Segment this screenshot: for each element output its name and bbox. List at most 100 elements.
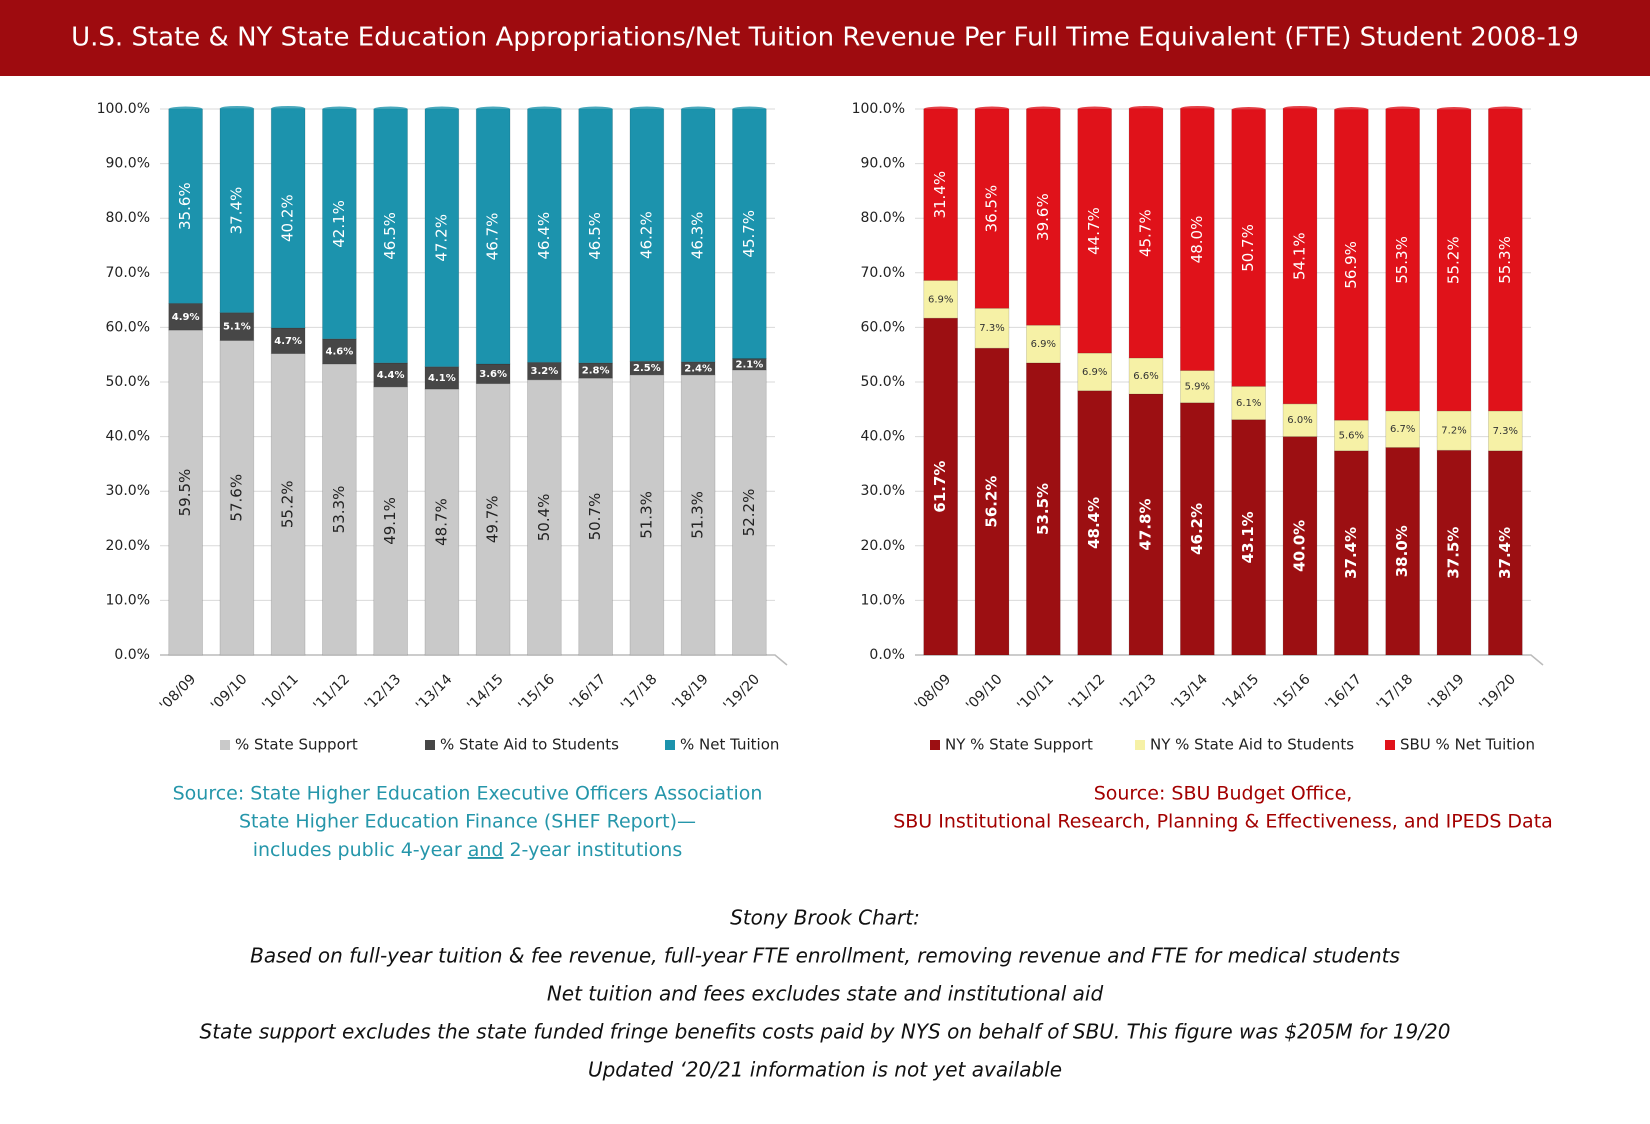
legend-swatch (220, 740, 230, 750)
y-tick-label: 90.0% (106, 156, 150, 172)
bar-cap (1231, 107, 1266, 113)
y-tick-label: 40.0% (106, 429, 150, 445)
data-label: 61.7% (931, 461, 949, 513)
source-text-part: includes public 4-year (253, 839, 462, 861)
data-label: 47.2% (432, 214, 450, 262)
footnote: Based on full-year tuition & fee revenue… (250, 944, 1400, 968)
data-label: 49.1% (381, 497, 399, 545)
data-label: 2.1% (736, 359, 764, 370)
data-label: 6.6% (1133, 371, 1158, 382)
data-label: 55.3% (1496, 236, 1514, 284)
bar-segment (923, 280, 959, 319)
data-label: 7.3% (1493, 426, 1518, 437)
bar-segment (1487, 410, 1523, 452)
data-label: 5.6% (1339, 431, 1364, 442)
footnote: Net tuition and fees excludes state and … (547, 982, 1104, 1006)
data-label: 55.3% (1393, 236, 1411, 284)
data-label: 35.6% (176, 182, 194, 230)
bar-segment (1436, 109, 1472, 412)
bar-segment (1077, 352, 1113, 392)
data-label: 36.5% (983, 185, 1001, 233)
bar-cap (219, 105, 254, 111)
bar-segment (732, 369, 767, 656)
legend-label: SBU % Net Tuition (1400, 736, 1535, 754)
data-label: 7.3% (979, 323, 1004, 334)
data-label: 50.7% (586, 493, 604, 541)
bar-cap (271, 105, 306, 111)
source-text: State Higher Education Finance (SHEF Rep… (239, 811, 696, 833)
bar-segment (219, 312, 255, 341)
header-band (0, 0, 1650, 76)
data-label: 46.4% (535, 212, 553, 260)
x-tick-label: '12/13 (362, 671, 405, 714)
legend-label: NY % State Support (945, 736, 1093, 754)
page-title: U.S. State & NY State Education Appropri… (71, 23, 1579, 53)
data-label: 53.3% (330, 486, 348, 534)
data-label: 59.5% (176, 469, 194, 517)
y-tick-label: 50.0% (106, 374, 150, 390)
data-label: 53.5% (1034, 483, 1052, 535)
data-label: 6.9% (928, 294, 953, 305)
bar-segment (1231, 385, 1267, 421)
x-tick-label: '19/20 (1476, 671, 1519, 714)
bar-segment (322, 108, 357, 340)
data-label: 48.0% (1188, 216, 1206, 264)
bar-segment (373, 108, 408, 364)
data-label: 48.7% (432, 498, 450, 546)
x-tick-label: '09/10 (963, 671, 1006, 714)
source-text: Source: State Higher Education Executive… (173, 783, 763, 805)
data-label: 49.7% (484, 495, 502, 543)
y-tick-label: 10.0% (106, 592, 150, 608)
legend-swatch (1385, 740, 1395, 750)
bar-cap (681, 106, 716, 112)
bar-cap (578, 106, 613, 112)
y-tick-label: 70.0% (106, 265, 150, 281)
data-label: 45.7% (740, 210, 758, 258)
x-tick-label: '19/20 (720, 671, 763, 714)
bar-segment (974, 307, 1010, 349)
data-label: 46.5% (586, 212, 604, 260)
y-tick-label: 90.0% (861, 156, 905, 172)
data-label: 55.2% (1445, 236, 1463, 284)
bar-segment (629, 108, 665, 362)
y-tick-label: 60.0% (861, 319, 905, 335)
data-label: 54.1% (1291, 232, 1309, 280)
bar-cap (1026, 106, 1061, 112)
data-label: 4.1% (428, 373, 456, 384)
bar-segment (1128, 108, 1164, 359)
bar-segment (168, 108, 203, 304)
bar-cap (373, 106, 408, 112)
bar-cap (322, 106, 357, 112)
data-label: 6.9% (1031, 339, 1056, 350)
data-label: 40.2% (279, 194, 297, 242)
data-label: 40.0% (1291, 520, 1309, 572)
bar-segment (923, 108, 959, 281)
legend-label: % Net Tuition (680, 736, 779, 754)
bar-segment (527, 379, 562, 656)
data-label: 3.2% (531, 366, 559, 377)
bar-segment (1487, 108, 1523, 412)
x-tick-label: '08/09 (912, 671, 955, 714)
bar-segment (732, 108, 767, 359)
legend-swatch (1135, 740, 1145, 750)
x-tick-label: '11/12 (310, 671, 353, 714)
y-tick-label: 0.0% (114, 647, 150, 663)
bar-segment (1077, 108, 1113, 354)
y-tick-label: 40.0% (861, 429, 905, 445)
bar-segment (219, 108, 255, 314)
legend-swatch (425, 740, 435, 750)
data-label: 50.4% (535, 494, 553, 542)
bar-segment (424, 388, 460, 656)
bar-segment (680, 374, 716, 656)
y-tick-label: 60.0% (106, 319, 150, 335)
bar-segment (1436, 449, 1472, 656)
data-label: 7.2% (1441, 426, 1466, 437)
x-tick-label: '10/11 (259, 671, 302, 714)
y-tick-label: 10.0% (861, 592, 905, 608)
bar-segment (578, 108, 613, 364)
bar-cap (732, 106, 767, 112)
source-text: Source: SBU Budget Office, (1094, 783, 1353, 805)
data-label: 4.4% (377, 370, 405, 381)
